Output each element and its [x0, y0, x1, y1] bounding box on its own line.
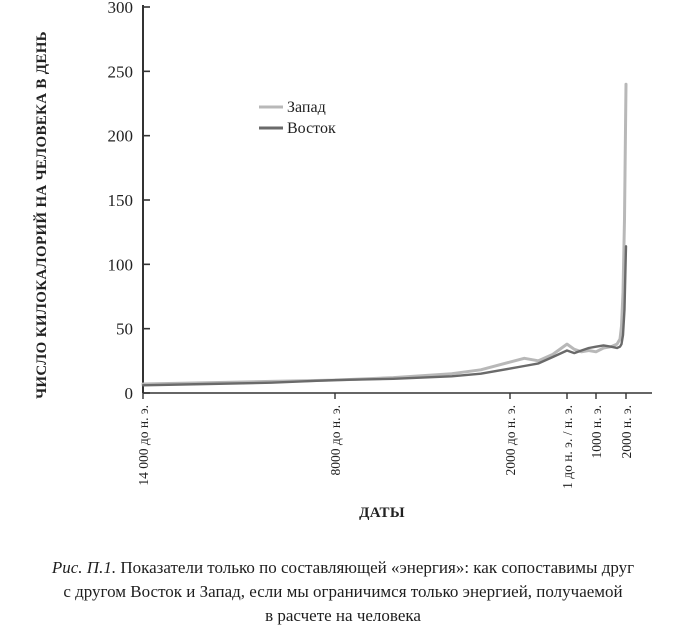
series-lines — [141, 82, 628, 387]
x-tick-label: 14 000 до н. э. — [136, 405, 151, 486]
y-tick-label: 50 — [116, 320, 133, 339]
y-tick-label: 300 — [108, 0, 134, 17]
legend-label: Восток — [287, 120, 336, 137]
y-tick-label: 250 — [108, 62, 134, 81]
y-axis-title: ЧИСЛО КИЛОКАЛОРИЙ НА ЧЕЛОВЕКА В ДЕНЬ — [33, 31, 50, 399]
y-axis: 0 50 100 150 200 250 300 — [108, 0, 150, 403]
legend: Запад Восток — [259, 99, 336, 137]
y-tick-label: 200 — [108, 127, 134, 146]
series-line-east — [141, 245, 628, 387]
x-tick-label: 2000 н. э. — [619, 405, 634, 459]
x-tick-label: 2000 до н. э. — [503, 405, 518, 476]
x-axis-title: ДАТЫ — [359, 505, 405, 521]
caption-text-1: Показатели только по составляющей «энерг… — [116, 558, 635, 577]
caption-line-3: в расчете на человека — [265, 606, 421, 625]
x-tick-label: 1 до н. э. / н. э. — [560, 405, 575, 489]
chart-area: 0 50 100 150 200 250 300 14 000 до н. э. 8000 д… — [33, 0, 652, 521]
y-tick-label: 100 — [108, 255, 134, 274]
x-tick-label: 1000 н. э. — [589, 405, 604, 459]
caption-line-1: Рис. П.1. Показатели только по составляю… — [0, 556, 686, 580]
y-tick-label: 150 — [108, 191, 134, 210]
caption-prefix: Рис. П.1. — [51, 558, 117, 577]
x-axis: 14 000 до н. э. 8000 до н. э. 2000 до н. э… — [136, 392, 652, 489]
y-tick-label: 0 — [125, 384, 134, 403]
legend-label: Запад — [287, 99, 326, 116]
caption-line-2: с другом Восток и Запад, если мы огранич… — [63, 582, 623, 601]
x-tick-label: 8000 до н. э. — [328, 405, 343, 476]
series-line-west — [141, 82, 628, 386]
figure-caption: Рис. П.1. Показатели только по составляю… — [0, 556, 686, 628]
